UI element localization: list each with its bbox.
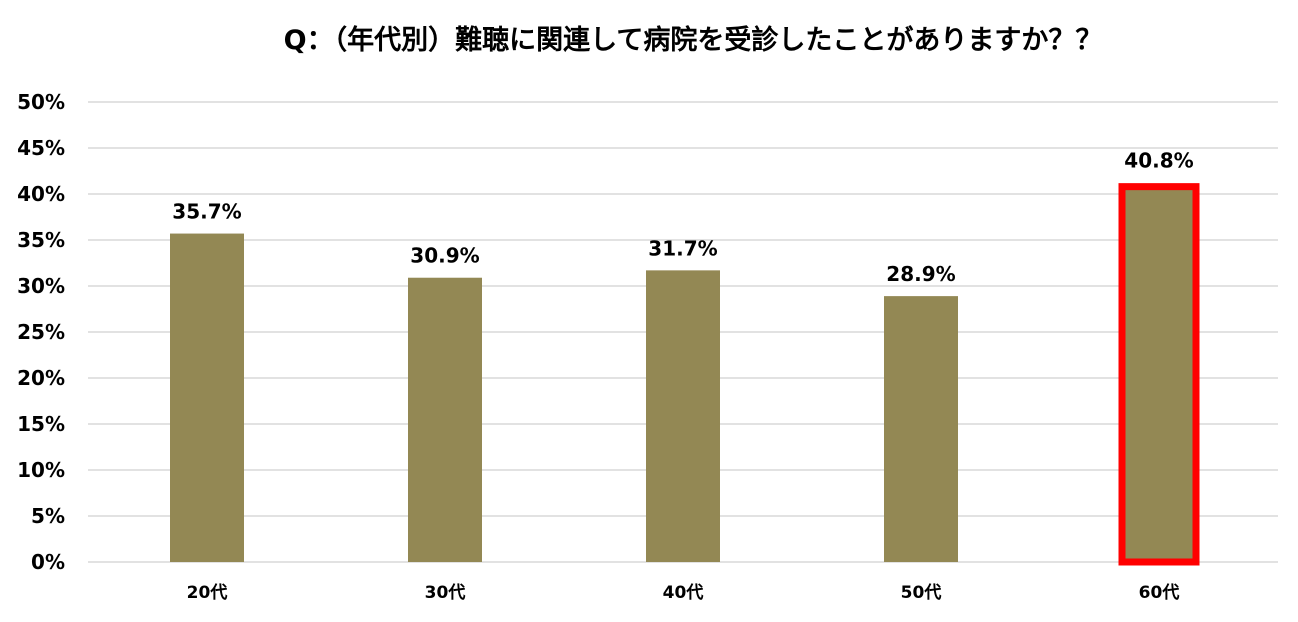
y-tick-label: 50% (17, 90, 65, 114)
y-tick-label: 20% (17, 366, 65, 390)
chart-title: Q：（年代別）難聴に関連して病院を受診したことがありますか？？ (283, 25, 1103, 56)
bar (884, 296, 958, 562)
y-tick-label: 5% (31, 504, 65, 528)
y-tick-label: 10% (17, 458, 65, 482)
bar (408, 277, 482, 562)
y-tick-label: 45% (17, 136, 65, 160)
data-labels: 35.7% 30.9% 31.7% 28.9% 40.8% (172, 149, 1193, 286)
bar (1118, 183, 1200, 566)
y-tick-label: 25% (17, 320, 65, 344)
bar (170, 233, 244, 562)
data-label: 40.8% (1124, 149, 1193, 173)
data-label: 31.7% (648, 236, 717, 260)
y-tick-label: 30% (17, 274, 65, 298)
data-label: 28.9% (886, 262, 955, 286)
bar (646, 270, 720, 562)
y-tick-label: 35% (17, 228, 65, 252)
y-axis-ticks: 0% 5% 10% 15% 20% 25% 30% 35% 40% 45% 50% (17, 90, 65, 574)
data-label: 30.9% (410, 244, 479, 268)
y-tick-label: 0% (31, 550, 65, 574)
x-tick-label: 60代 (1139, 582, 1180, 603)
bars (170, 183, 1200, 566)
x-axis-ticks: 20代 30代 40代 50代 60代 (187, 582, 1180, 603)
x-tick-label: 20代 (187, 582, 228, 603)
x-tick-label: 30代 (425, 582, 466, 603)
x-tick-label: 40代 (663, 582, 704, 603)
data-label: 35.7% (172, 200, 241, 224)
y-tick-label: 40% (17, 182, 65, 206)
x-tick-label: 50代 (901, 582, 942, 603)
y-tick-label: 15% (17, 412, 65, 436)
